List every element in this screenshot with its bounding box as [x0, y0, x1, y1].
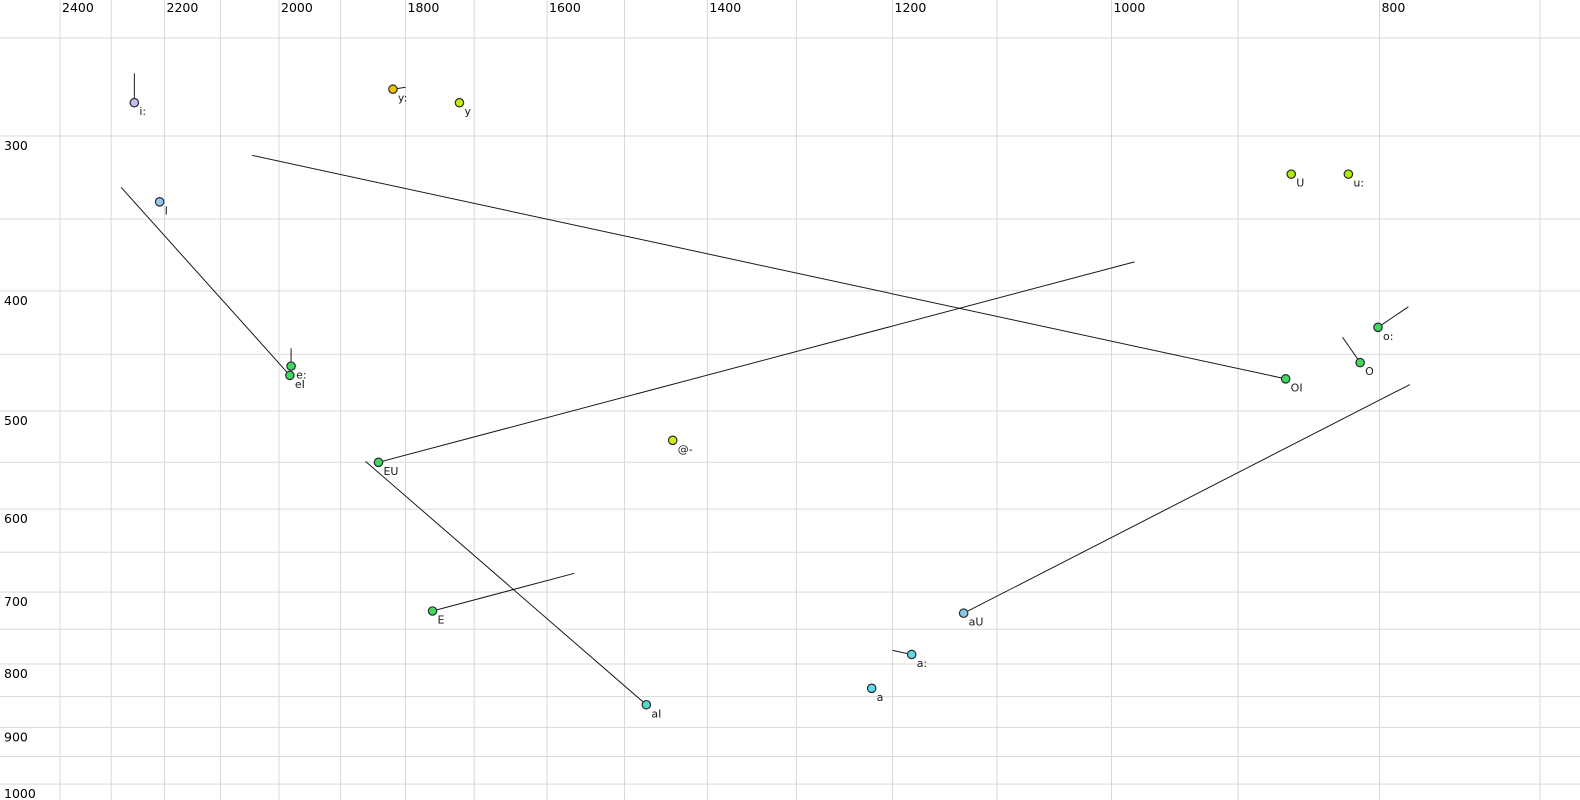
vowel-point-EU: [373, 457, 384, 468]
y-axis-tick-label: 700: [4, 594, 28, 609]
trajectory-line-EU: [378, 261, 1135, 463]
vowel-label-u:: u:: [1353, 177, 1364, 190]
vowel-point-u:: [1343, 169, 1354, 179]
vowel-point-y: [454, 97, 465, 108]
trajectory-line-eI: [120, 187, 291, 376]
trajectory-line-E: [432, 572, 575, 612]
y-axis-tick-label: 800: [4, 666, 28, 681]
vowel-label-I: I: [165, 204, 168, 217]
x-axis-tick-label: 1400: [709, 0, 741, 15]
x-axis-tick-label: 800: [1381, 0, 1405, 15]
vowel-label-EU: EU: [383, 465, 398, 478]
vowel-label-a: a: [877, 691, 884, 704]
x-axis-tick-label: 2200: [167, 0, 199, 15]
x-axis-tick-label: 1600: [549, 0, 581, 15]
vowel-point-E: [427, 606, 438, 616]
vowel-label-U: U: [1296, 177, 1304, 190]
vowel-label-a:: a:: [917, 657, 927, 670]
x-axis-tick-label: 2000: [281, 0, 313, 15]
vowel-point-aI: [641, 699, 652, 710]
x-axis-tick-label: 1000: [1113, 0, 1145, 15]
y-axis-tick-label: 400: [4, 293, 28, 308]
vowel-point-y:: [388, 84, 398, 95]
vowel-label-E: E: [438, 613, 445, 626]
vowel-label-@-: @-: [678, 443, 693, 456]
y-axis-tick-label: 300: [4, 138, 28, 153]
x-axis-tick-label: 2400: [62, 0, 94, 15]
vowel-label-o:: o:: [1383, 330, 1393, 343]
trajectory-line-aU: [963, 384, 1411, 614]
vowel-label-aI: aI: [651, 707, 661, 720]
vowel-label-e:: e:: [296, 369, 306, 382]
vowel-point-O: [1355, 357, 1365, 368]
vowel-point-a: [866, 683, 877, 694]
vowel-label-i:: i:: [139, 105, 146, 118]
vowel-label-OI: OI: [1291, 381, 1303, 394]
vowel-point-a:: [906, 649, 917, 660]
vowel-label-O: O: [1365, 365, 1374, 378]
trajectory-line-O: [1342, 336, 1361, 363]
vowel-point-U: [1286, 169, 1297, 179]
trajectory-line-o:: [1377, 306, 1409, 328]
y-axis-tick-label: 500: [4, 413, 28, 428]
vowel-point-OI: [1280, 374, 1291, 384]
vowel-point-i:: [129, 97, 140, 108]
vowel-point-I: [154, 197, 165, 207]
vowel-point-aU: [958, 608, 969, 619]
vowel-point-o:: [1373, 322, 1383, 333]
vowel-point-@-: [667, 435, 678, 446]
trajectory-line-OI: [252, 154, 1286, 380]
y-axis-tick-label: 1000: [4, 786, 36, 800]
y-axis-tick-label: 600: [4, 511, 28, 526]
vowel-label-eI: eI: [295, 378, 305, 391]
vowel-point-e:: [286, 361, 296, 371]
vowel-label-y: y: [464, 105, 471, 118]
vowel-point-eI: [285, 370, 295, 381]
x-axis-tick-label: 1200: [895, 0, 927, 15]
vowel-label-y:: y:: [398, 92, 407, 105]
trajectory-line-aI: [365, 460, 647, 706]
y-axis-tick-label: 900: [4, 729, 28, 744]
x-axis-tick-label: 1800: [408, 0, 440, 15]
vowel-label-aU: aU: [969, 616, 984, 629]
